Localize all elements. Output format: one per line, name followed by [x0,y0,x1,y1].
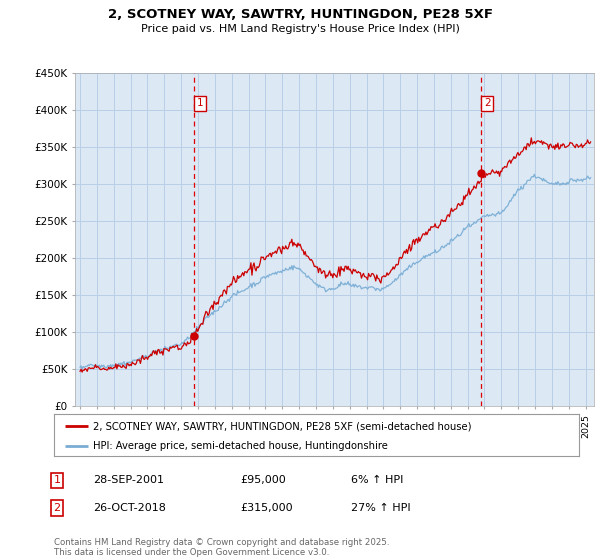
Text: 1: 1 [196,98,203,108]
Text: 28-SEP-2001: 28-SEP-2001 [93,475,164,486]
Text: £315,000: £315,000 [240,503,293,513]
Text: 26-OCT-2018: 26-OCT-2018 [93,503,166,513]
Text: HPI: Average price, semi-detached house, Huntingdonshire: HPI: Average price, semi-detached house,… [94,441,388,451]
Text: 2: 2 [53,503,61,513]
Text: 6% ↑ HPI: 6% ↑ HPI [351,475,403,486]
Text: 2, SCOTNEY WAY, SAWTRY, HUNTINGDON, PE28 5XF: 2, SCOTNEY WAY, SAWTRY, HUNTINGDON, PE28… [107,8,493,21]
Text: 2, SCOTNEY WAY, SAWTRY, HUNTINGDON, PE28 5XF (semi-detached house): 2, SCOTNEY WAY, SAWTRY, HUNTINGDON, PE28… [94,421,472,431]
Text: Price paid vs. HM Land Registry's House Price Index (HPI): Price paid vs. HM Land Registry's House … [140,24,460,34]
Text: 1: 1 [53,475,61,486]
Text: 2: 2 [484,98,491,108]
Text: £95,000: £95,000 [240,475,286,486]
Text: Contains HM Land Registry data © Crown copyright and database right 2025.
This d: Contains HM Land Registry data © Crown c… [54,538,389,557]
Text: 27% ↑ HPI: 27% ↑ HPI [351,503,410,513]
